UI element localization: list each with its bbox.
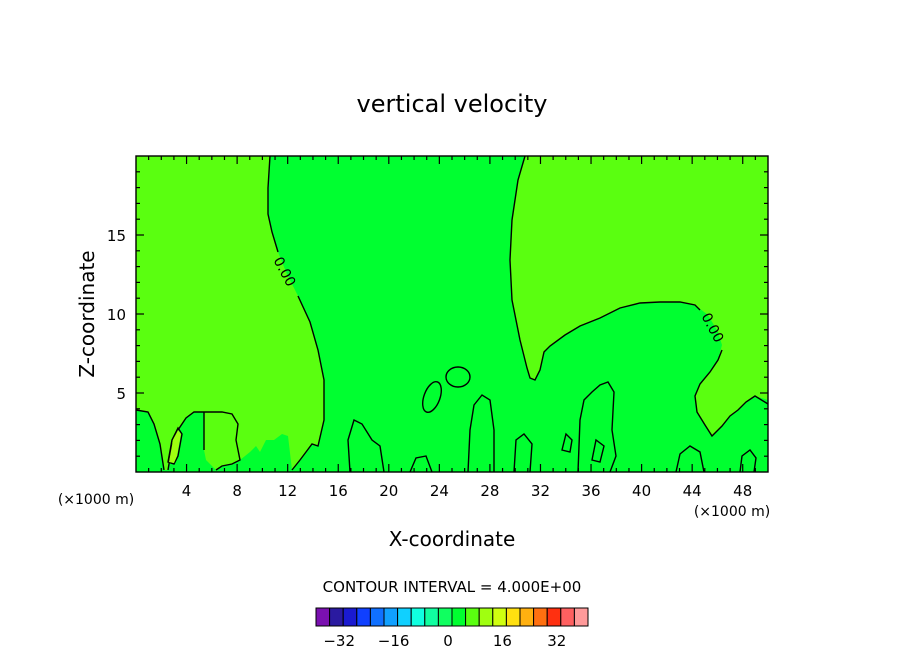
x-tick-label: 12 — [278, 482, 297, 500]
colorbar-tick-label: 16 — [493, 632, 512, 650]
contour-line-left — [267, 156, 325, 471]
contour-cell-d — [577, 381, 617, 472]
x-tick-label: 20 — [379, 482, 398, 500]
x-axis-ticks: 4 8 12 16 20 24 28 32 36 40 44 48 — [148, 156, 756, 500]
colorbar-swatch — [560, 607, 575, 627]
contour-line-center — [509, 156, 701, 381]
colorbar-swatch — [356, 607, 371, 627]
contour-cell-g — [513, 433, 533, 472]
contour-cell-i — [675, 445, 705, 472]
y-axis-ticks: 5 10 15 — [107, 171, 768, 457]
contour-cell-spot — [167, 426, 183, 465]
y-tick-label: 5 — [116, 385, 126, 403]
colorbar-swatch — [533, 607, 548, 627]
colorbar-swatch — [342, 607, 358, 627]
colorbar-tick-label: 0 — [443, 632, 453, 650]
y-axis-label: Z-coordinate — [75, 250, 99, 377]
chart-title: vertical velocity — [357, 90, 548, 118]
colorbar-tick-label: −16 — [378, 632, 410, 650]
x-unit-left: (×1000 m) — [58, 492, 134, 508]
x-tick-label: 36 — [581, 482, 600, 500]
colorbar-swatch — [315, 607, 331, 627]
colorbar-swatch — [424, 607, 439, 627]
colorbar-swatch — [573, 607, 589, 627]
colorbar-swatch — [383, 607, 399, 627]
y-tick-label: 10 — [107, 306, 126, 324]
x-tick-label: 40 — [632, 482, 651, 500]
contour-cell-e — [347, 419, 385, 472]
colorbar-swatch — [437, 607, 453, 627]
x-tick-label: 24 — [430, 482, 449, 500]
colorbar — [315, 607, 589, 627]
x-tick-label: 48 — [733, 482, 752, 500]
positive-spot — [169, 430, 181, 463]
colorbar-swatch — [397, 607, 412, 627]
colorbar-tick-label: −32 — [323, 632, 355, 650]
contour-line-right — [694, 349, 768, 438]
colorbar-swatch — [465, 607, 480, 627]
near-zero-region — [136, 156, 768, 472]
contour-cell-h — [739, 449, 757, 472]
colorbar-swatch — [546, 607, 562, 627]
colorbar-swatch — [505, 607, 521, 627]
x-tick-label: 32 — [531, 482, 550, 500]
contour-line-bottom-left — [136, 409, 241, 471]
colorbar-swatch — [478, 607, 494, 627]
colorbar-labels: −32 −16 0 16 32 — [323, 632, 566, 650]
x-axis-label: X-coordinate — [389, 527, 516, 551]
colorbar-swatch — [410, 607, 426, 627]
colorbar-swatch — [519, 607, 535, 627]
contour-cell-f — [409, 455, 433, 472]
contour-cell-a — [422, 381, 442, 413]
colorbar-swatch — [451, 607, 467, 627]
contour-cell-b — [445, 366, 471, 388]
contour-interval-text: CONTOUR INTERVAL = 4.000E+00 — [323, 578, 582, 596]
colorbar-swatch — [329, 607, 344, 627]
x-tick-label: 8 — [232, 482, 242, 500]
x-tick-label: 16 — [329, 482, 348, 500]
contour-cell-j — [561, 432, 573, 453]
x-tick-label: 28 — [480, 482, 499, 500]
y-tick-label: 15 — [107, 227, 126, 245]
x-tick-label: 4 — [182, 482, 192, 500]
x-tick-label: 44 — [683, 482, 702, 500]
x-unit-right: (×1000 m) — [694, 504, 770, 520]
contour-cell-c — [467, 394, 495, 472]
colorbar-swatch — [492, 607, 507, 627]
colorbar-swatch — [369, 607, 385, 627]
colorbar-tick-label: 32 — [547, 632, 566, 650]
contour-cell-k — [591, 438, 605, 463]
